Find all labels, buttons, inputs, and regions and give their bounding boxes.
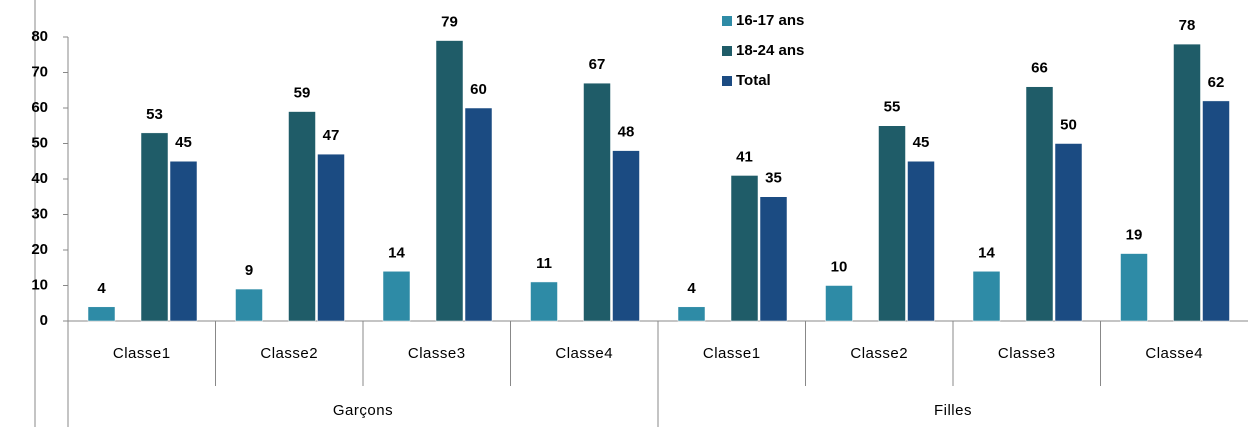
data-label: 10 [831,258,848,275]
y-tick-label: 50 [31,134,48,151]
data-label: 67 [589,56,606,73]
x-tick-label: Classe3 [408,345,466,362]
data-label: 11 [536,255,552,272]
data-label: 45 [175,134,192,151]
bar [435,40,464,322]
bar [1202,100,1230,322]
group-label: Garçons [333,402,393,419]
bar [1054,143,1083,322]
data-label: 45 [913,134,930,151]
legend-label: 16-17 ans [736,12,804,29]
y-tick-label: 40 [31,170,48,187]
y-tick-label: 20 [31,241,48,258]
data-label: 78 [1179,17,1196,34]
bar [140,132,169,322]
data-label: 19 [1126,227,1143,244]
bar [87,306,116,322]
data-label: 41 [736,148,753,165]
bar [235,288,263,322]
bar [583,82,611,322]
bar [1173,43,1201,322]
bar [759,196,788,322]
data-label: 55 [884,99,901,116]
bar [288,111,316,322]
data-label: 35 [765,170,782,187]
bar [1025,86,1054,322]
bar [612,150,640,322]
data-label: 14 [388,244,405,261]
bar [825,285,853,322]
x-tick-label: Classe4 [555,345,613,362]
bar [972,271,1001,322]
x-tick-label: Classe1 [703,345,761,362]
x-tick-label: Classe1 [113,345,171,362]
y-tick-label: 10 [31,276,48,293]
legend-label: Total [736,72,771,89]
data-label: 59 [294,85,311,102]
data-label: 9 [245,262,253,279]
bar [169,161,198,322]
data-label: 4 [687,280,696,297]
bar [677,306,706,322]
data-label: 4 [97,280,106,297]
bar [317,153,345,322]
y-tick-label: 30 [31,205,48,222]
bar [878,125,906,322]
y-tick-label: 80 [31,28,48,45]
data-label: 62 [1208,74,1225,91]
data-label: 79 [441,14,458,31]
x-tick-label: Classe3 [998,345,1056,362]
data-label: 48 [618,124,635,141]
legend-label: 18-24 ans [736,42,804,59]
legend-swatch [722,46,732,56]
y-tick-label: 70 [31,63,48,80]
bar [382,271,411,322]
data-label: 50 [1060,116,1077,133]
legend-swatch [722,76,732,86]
y-tick-label: 0 [40,312,48,329]
x-tick-label: Classe2 [850,345,908,362]
legend-swatch [722,16,732,26]
data-label: 47 [323,127,340,144]
bar [730,175,759,322]
data-label: 53 [146,106,163,123]
group-label: Filles [934,402,972,419]
x-tick-label: Classe4 [1145,345,1203,362]
bar [1120,253,1148,322]
data-label: 14 [978,244,995,261]
bar [530,281,558,322]
x-tick-label: Classe2 [260,345,318,362]
bar [907,161,935,322]
bar [464,107,493,322]
data-label: 66 [1031,60,1048,77]
data-label: 60 [470,81,487,98]
y-tick-label: 60 [31,99,48,116]
